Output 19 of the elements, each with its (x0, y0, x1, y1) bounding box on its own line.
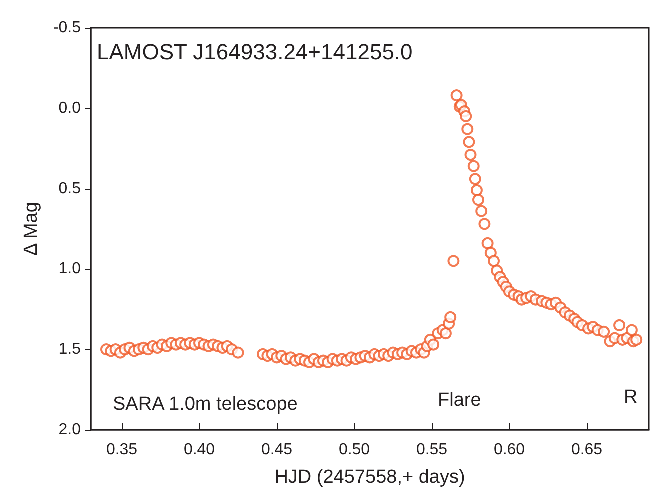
x-tick-label: 0.65 (571, 442, 603, 458)
annotation: SARA 1.0m telescope (113, 394, 298, 415)
annotation: R (624, 387, 638, 408)
x-axis-title: HJD (2457558,+ days) (274, 467, 466, 488)
annotation: Flare (438, 390, 482, 411)
y-tick-label: 1.0 (58, 260, 82, 278)
y-tick-label: 0.0 (58, 100, 82, 117)
y-tick-label: -0.5 (53, 20, 82, 36)
text: LAMOST J164933.24+141255.0 (97, 40, 413, 64)
x-tick-label: 0.55 (416, 442, 448, 458)
y-tick-label: 0.5 (58, 180, 82, 198)
y-axis-title: Δ Mag (21, 202, 42, 256)
x-tick-label: 0.60 (494, 442, 526, 458)
x-tick-label: 0.35 (106, 442, 138, 458)
y-tick-label: 2.0 (58, 422, 82, 438)
x-tick-label: 0.50 (338, 442, 370, 458)
x-tick-label: 0.45 (261, 442, 293, 458)
x-tick-label: 0.40 (184, 442, 216, 458)
y-tick-label: 1.5 (58, 341, 82, 358)
